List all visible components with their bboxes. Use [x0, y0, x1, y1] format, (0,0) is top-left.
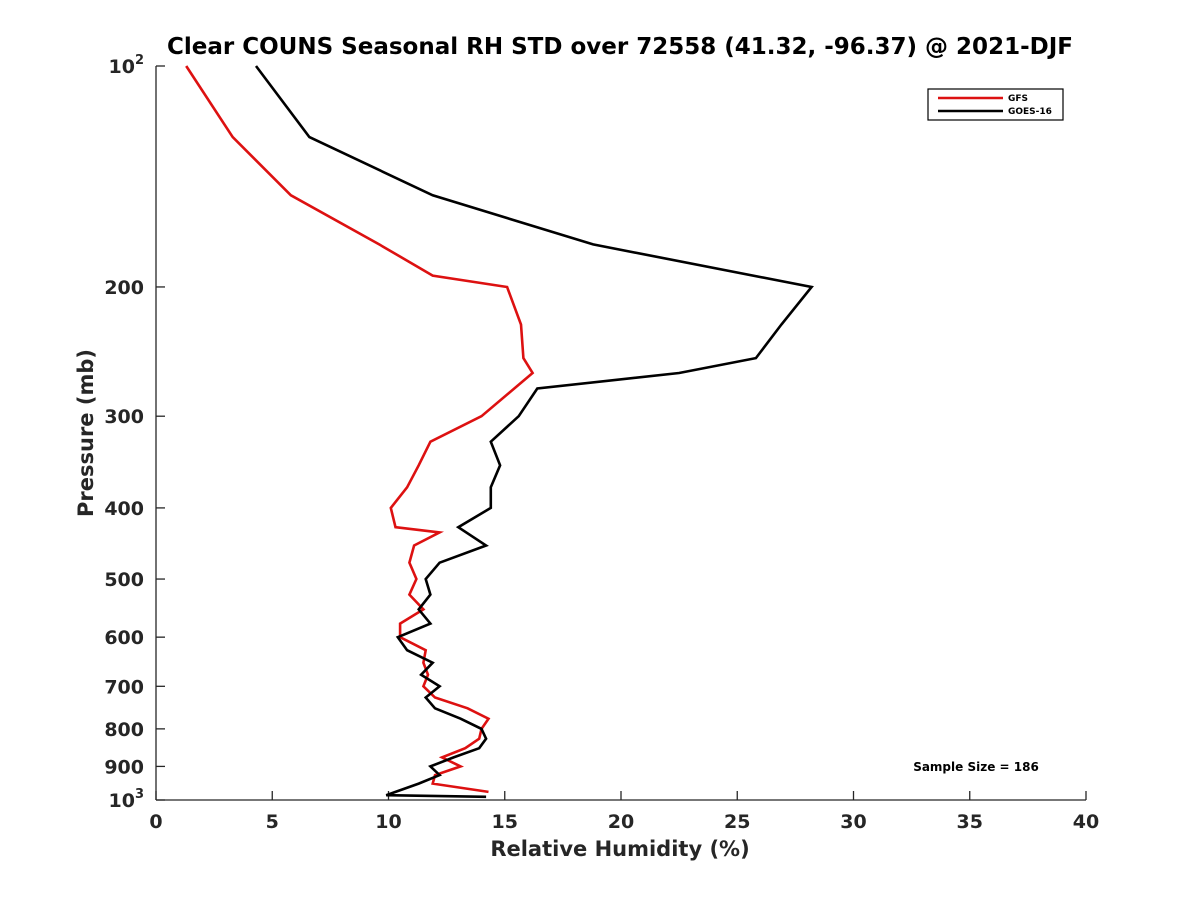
x-tick-label: 0	[149, 811, 162, 833]
legend: GFS GOES-16	[927, 88, 1064, 121]
legend-label-goes16: GOES-16	[1008, 107, 1052, 117]
y-tick-label: 103	[109, 787, 145, 812]
sample-size-annotation: Sample Size = 186	[913, 760, 1039, 774]
x-tick-label: 15	[492, 811, 518, 833]
legend-box	[927, 88, 1064, 121]
x-tick-label: 40	[1073, 811, 1099, 833]
x-tick-label: 35	[957, 811, 983, 833]
plot-axes: 0 5 10 15 20 25 30 35 40 102 200 300 400 500 600 700 800…	[104, 53, 1099, 833]
y-tick-label: 300	[104, 406, 144, 428]
x-tick-label: 30	[840, 811, 866, 833]
y-tick-label: 400	[104, 498, 144, 520]
y-tick-label: 200	[104, 277, 144, 299]
series-line-goes16	[254, 65, 814, 799]
x-tick-label: 20	[608, 811, 634, 833]
y-tick-label: 500	[104, 569, 144, 591]
x-axis-label: Relative Humidity (%)	[490, 837, 749, 861]
x-tick-label: 25	[724, 811, 750, 833]
y-tick-label: 700	[104, 676, 144, 698]
x-tick-label: 5	[266, 811, 279, 833]
y-tick-label: 800	[104, 719, 144, 741]
chart-title: Clear COUNS Seasonal RH STD over 72558 (…	[167, 34, 1073, 60]
y-tick-label: 600	[104, 627, 144, 649]
x-tick-label: 10	[375, 811, 401, 833]
y-axis-label: Pressure (mb)	[74, 349, 98, 517]
series-line-gfs	[185, 65, 535, 794]
series-layer	[185, 65, 814, 799]
y-tick-label: 102	[109, 53, 145, 78]
legend-label-gfs: GFS	[1008, 94, 1028, 104]
y-tick-label: 900	[104, 756, 144, 778]
